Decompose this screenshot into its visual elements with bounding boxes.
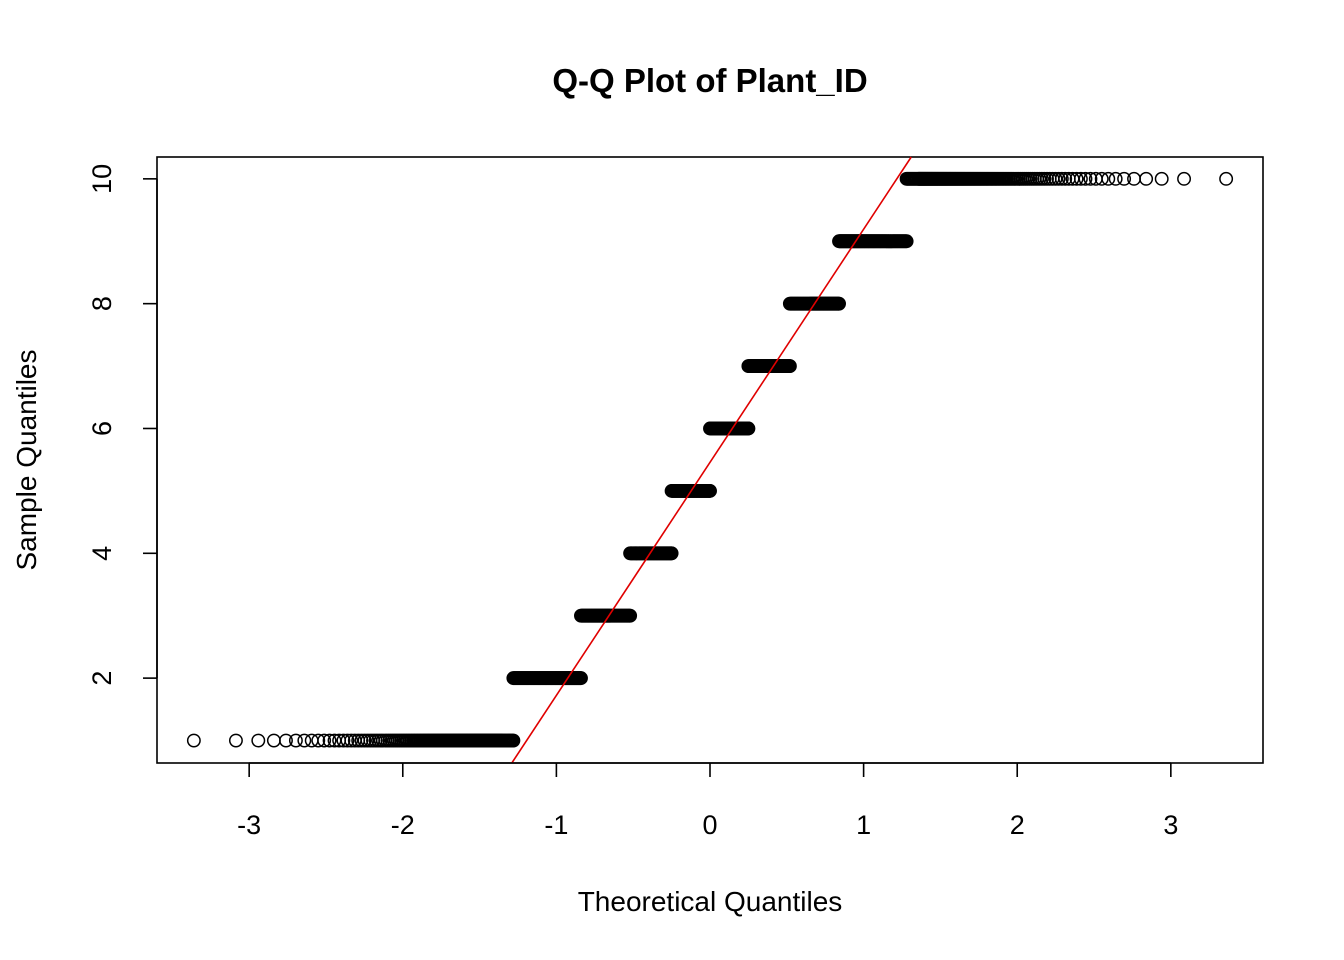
data-point bbox=[623, 608, 638, 623]
point-group-10 bbox=[899, 171, 1234, 186]
data-point bbox=[1154, 171, 1169, 186]
data-point bbox=[664, 546, 679, 561]
data-point bbox=[336, 733, 351, 748]
x-axis-label: Theoretical Quantiles bbox=[578, 886, 843, 917]
plot-frame bbox=[156, 156, 1264, 764]
data-point bbox=[574, 671, 588, 686]
x-tick-label: -1 bbox=[544, 810, 568, 840]
data-point bbox=[340, 733, 355, 748]
reference-line bbox=[511, 156, 912, 764]
data-point bbox=[1094, 171, 1109, 186]
y-tick-label: 6 bbox=[87, 421, 117, 436]
point-group-5 bbox=[664, 483, 717, 498]
data-point bbox=[1177, 171, 1192, 186]
data-point bbox=[186, 733, 201, 748]
data-point bbox=[703, 483, 717, 498]
data-point bbox=[899, 234, 914, 249]
point-group-8 bbox=[782, 296, 846, 311]
y-tick-label: 4 bbox=[87, 546, 117, 561]
y-tick-label: 8 bbox=[87, 296, 117, 311]
data-points bbox=[186, 171, 1234, 748]
x-tick-label: 3 bbox=[1163, 810, 1178, 840]
data-point bbox=[311, 733, 326, 748]
x-tick-label: 0 bbox=[702, 810, 717, 840]
data-point bbox=[782, 359, 797, 374]
data-point bbox=[344, 733, 359, 748]
point-group-3 bbox=[574, 608, 638, 623]
y-tick-label: 2 bbox=[87, 671, 117, 686]
y-tick-label: 10 bbox=[87, 164, 117, 194]
data-point bbox=[1083, 171, 1098, 186]
data-point bbox=[251, 733, 266, 748]
data-point bbox=[1069, 171, 1084, 186]
y-axis: 2 4 6 8 10 bbox=[87, 164, 158, 686]
data-point bbox=[297, 733, 312, 748]
point-group-7 bbox=[741, 359, 797, 374]
data-point bbox=[1117, 171, 1132, 186]
x-tick-label: -3 bbox=[237, 810, 261, 840]
data-point bbox=[1078, 171, 1093, 186]
data-point bbox=[1101, 171, 1116, 186]
point-group-6 bbox=[703, 421, 756, 436]
data-point bbox=[1219, 171, 1234, 186]
data-point bbox=[506, 733, 521, 748]
data-point bbox=[266, 733, 281, 748]
point-group-4 bbox=[623, 546, 679, 561]
y-axis-label: Sample Quantiles bbox=[11, 349, 42, 570]
chart-title: Q-Q Plot of Plant_ID bbox=[552, 62, 867, 99]
x-tick-label: 1 bbox=[856, 810, 871, 840]
data-point bbox=[741, 421, 756, 436]
data-point bbox=[1058, 171, 1073, 186]
x-tick-label: -2 bbox=[391, 810, 415, 840]
data-point bbox=[1073, 171, 1088, 186]
point-group-9 bbox=[832, 234, 914, 249]
data-point bbox=[279, 733, 293, 748]
data-point bbox=[1139, 171, 1154, 186]
x-tick-label: 2 bbox=[1010, 810, 1025, 840]
data-point bbox=[1108, 171, 1123, 186]
data-point bbox=[288, 733, 303, 748]
point-group-2 bbox=[506, 671, 588, 686]
data-point bbox=[317, 733, 332, 748]
data-point bbox=[1051, 171, 1066, 186]
data-point bbox=[1054, 171, 1069, 186]
data-point bbox=[322, 733, 337, 748]
point-group-1 bbox=[186, 733, 521, 748]
data-point bbox=[228, 733, 243, 748]
data-point bbox=[832, 296, 846, 311]
x-axis: -3 -2 -1 0 1 2 3 bbox=[237, 762, 1178, 840]
